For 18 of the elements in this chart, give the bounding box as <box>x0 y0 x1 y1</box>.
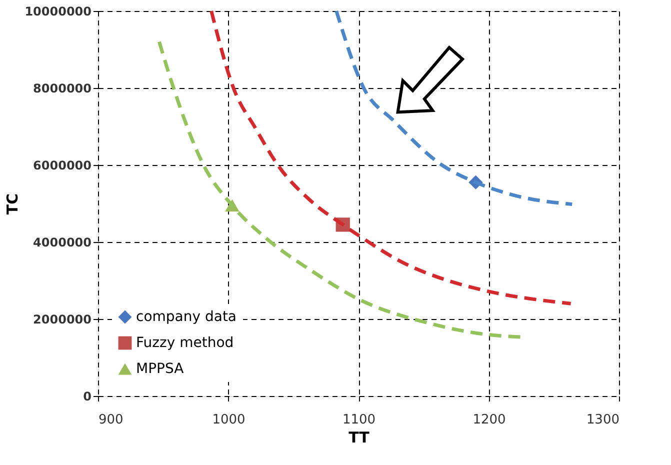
y-tick-label: 4000000 <box>33 236 92 250</box>
y-tick-label: 6000000 <box>33 158 92 172</box>
y-tick-label: 2000000 <box>33 312 92 326</box>
x-tick-label: 900 <box>98 412 124 428</box>
y-tick-label: 8000000 <box>33 82 92 96</box>
line-series <box>210 9 573 306</box>
x-tick-label: 1300 <box>586 412 620 428</box>
y-tick-label: 10000000 <box>24 4 92 18</box>
legend-label: company data <box>136 309 237 325</box>
x-axis-title: TT <box>348 428 370 446</box>
x-tick-label: 1200 <box>472 412 506 428</box>
line-series <box>334 9 574 206</box>
legend-label: Fuzzy method <box>136 335 234 351</box>
y-axis-title: TC <box>4 193 22 215</box>
legend-label: MPPSA <box>136 361 184 377</box>
x-tick-label: 1100 <box>342 412 376 428</box>
x-tick-label: 1000 <box>212 412 246 428</box>
y-tick-label: 0 <box>83 390 92 404</box>
